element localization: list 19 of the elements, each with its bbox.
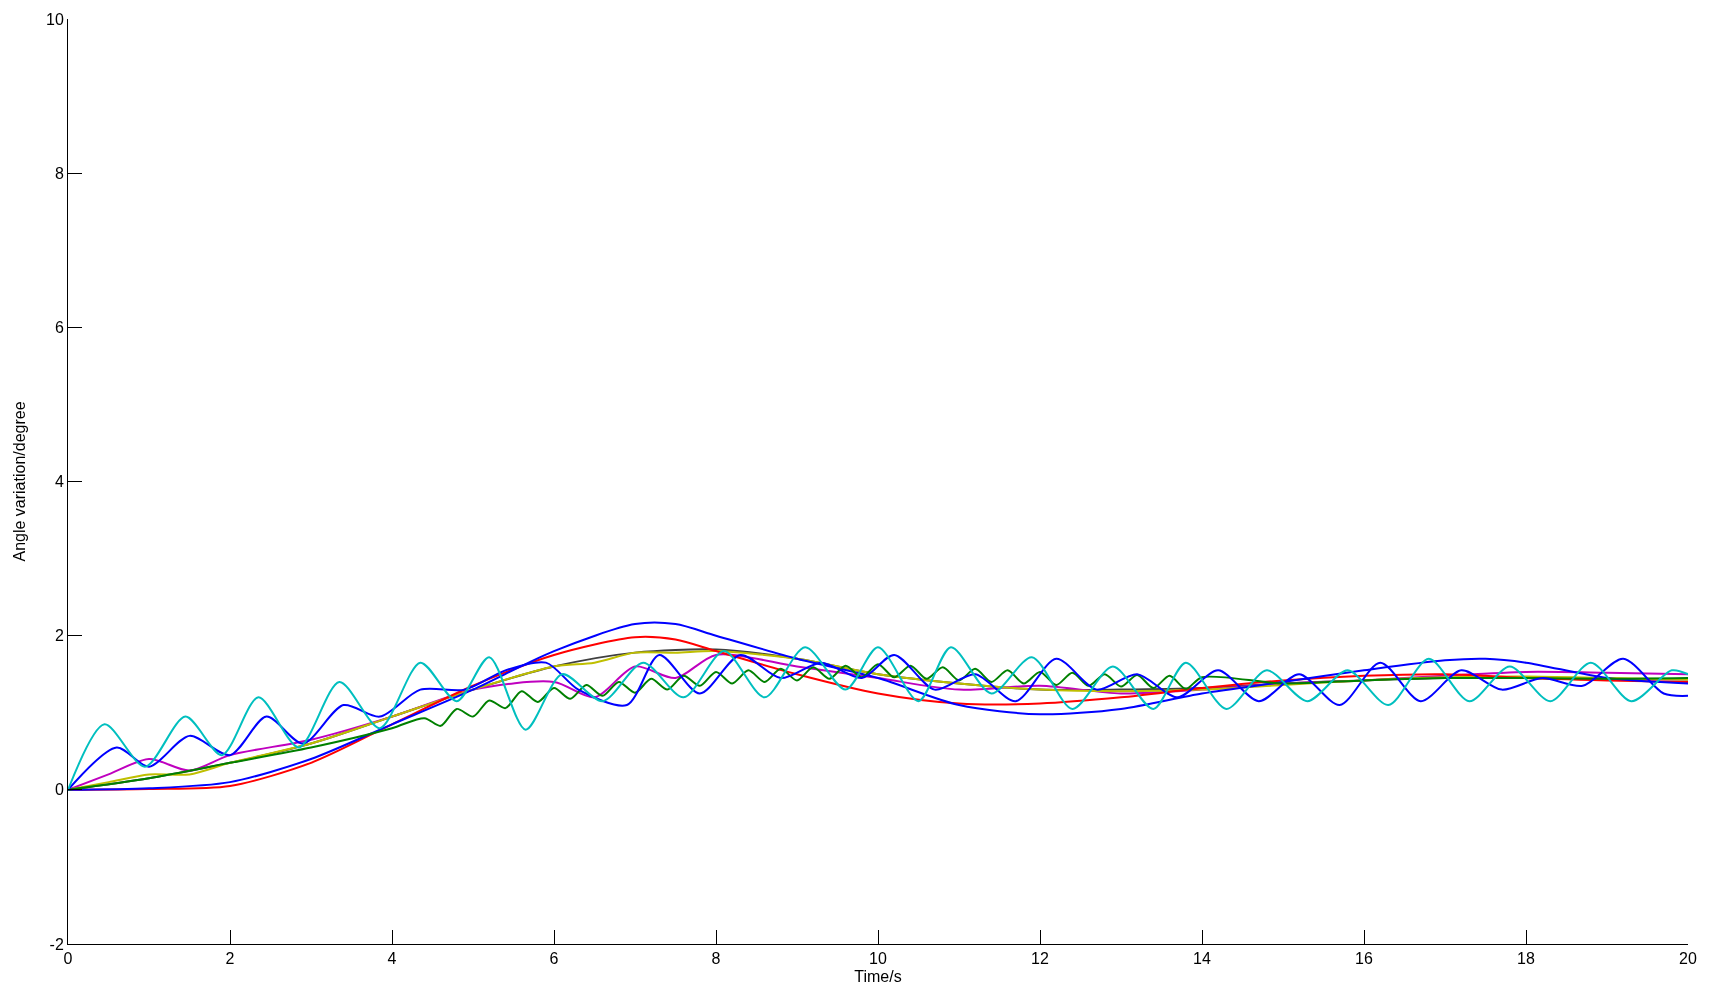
y-tick-label: 6 [54,318,64,336]
y-axis-title: Angle variation/degree [10,401,28,562]
x-tick-label: 16 [1355,950,1373,968]
x-tick-label: 2 [225,950,235,968]
y-tick-label: 2 [54,627,64,645]
y-tick-label: 4 [54,473,64,491]
y-tick-label: 0 [54,781,64,799]
x-tick-label: 20 [1679,950,1697,968]
x-tick-label: 4 [387,950,397,968]
x-tick-label: 8 [711,950,721,968]
x-tick-label: 10 [869,950,887,968]
x-tick-label: 12 [1031,950,1049,968]
y-tick-label: 10 [46,10,64,28]
x-tick-label: 18 [1517,950,1535,968]
x-axis-title: Time/s [854,967,902,985]
y-tick-label: 8 [54,164,64,182]
y-tick-label: -2 [49,935,64,953]
x-tick-label: 6 [549,950,559,968]
x-tick-label: 14 [1193,950,1211,968]
